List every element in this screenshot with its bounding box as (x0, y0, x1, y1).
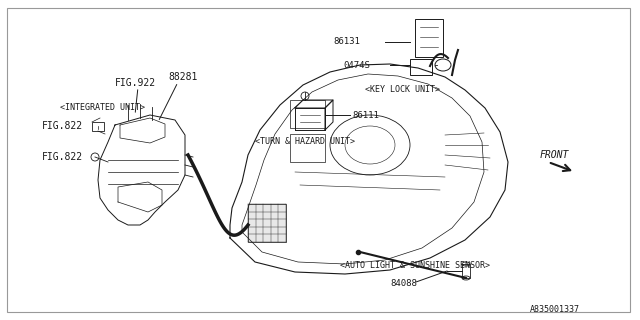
Text: <KEY LOCK UNIT>: <KEY LOCK UNIT> (365, 84, 440, 93)
Bar (248, 204, 286, 242)
Text: <INTEGRATED UNIT>: <INTEGRATED UNIT> (60, 103, 145, 113)
Bar (410, 59, 432, 75)
Bar (290, 134, 325, 162)
Text: FIG.922: FIG.922 (115, 78, 156, 88)
Text: 86131: 86131 (333, 37, 360, 46)
Bar (92, 122, 104, 131)
Text: 0474S: 0474S (343, 60, 370, 69)
Text: A835001337: A835001337 (530, 306, 580, 315)
Bar (415, 19, 443, 57)
Bar (290, 100, 325, 128)
Bar (462, 264, 470, 278)
Text: 88281: 88281 (168, 72, 197, 82)
Text: FIG.822: FIG.822 (42, 121, 83, 131)
Text: FRONT: FRONT (540, 150, 570, 160)
Text: FIG.822: FIG.822 (42, 152, 83, 162)
Text: <TURN & HAZARD UNIT>: <TURN & HAZARD UNIT> (255, 138, 355, 147)
Text: <AUTO LIGHT & SUNSHINE SENSOR>: <AUTO LIGHT & SUNSHINE SENSOR> (340, 261, 490, 270)
Text: 86111: 86111 (352, 110, 379, 119)
Text: 84088: 84088 (390, 278, 417, 287)
